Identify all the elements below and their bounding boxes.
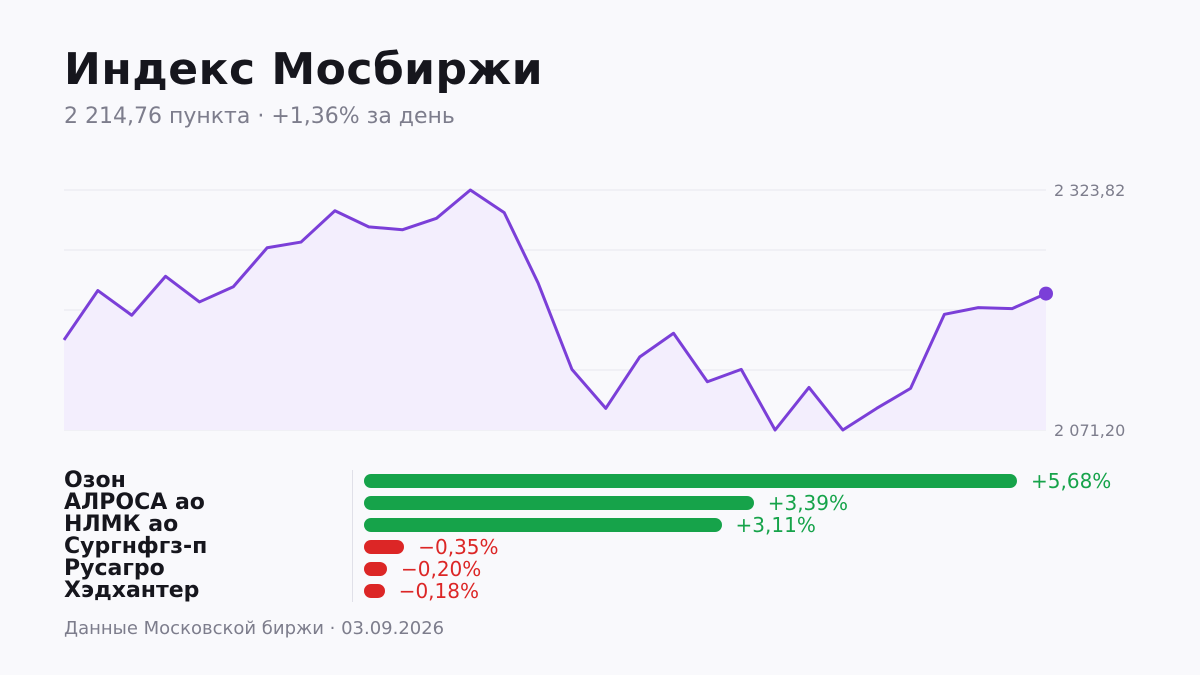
bar-value-label: −0,20%	[400, 557, 482, 581]
bar-value-label: −0,35%	[418, 535, 499, 559]
bar-chart-divider	[352, 470, 353, 602]
bar-category-label: НЛМК ао	[64, 512, 179, 537]
bar-row: НЛМК ао +3,11%	[64, 512, 1144, 537]
y-tick-label-min: 2 071,20	[1054, 421, 1125, 440]
bar-value-label: −0,18%	[398, 579, 479, 603]
bar-value-label: +3,39%	[767, 491, 849, 515]
source-footer: Данные Московской биржи · 03.09.2026	[64, 618, 445, 639]
bar-row: Хэдхантер −0,18%	[64, 578, 1144, 603]
bar-category-label: Озон	[64, 468, 126, 493]
bar	[364, 584, 385, 598]
chart-subtitle: 2 214,76 пункта · +1,36% за день	[64, 104, 455, 129]
bar-category-label: Хэдхантер	[64, 578, 200, 603]
index-area-fill	[64, 190, 1046, 430]
bar	[364, 540, 405, 554]
bar-row: Русагро −0,20%	[64, 556, 1144, 581]
bar-category-label: АЛРОСА ао	[64, 490, 205, 515]
bar	[364, 562, 387, 576]
chart-title: Индекс Мосбиржи	[64, 44, 544, 95]
bar	[364, 474, 1017, 488]
bar-row: Сургнфгз-п −0,35%	[64, 534, 1144, 559]
bar	[364, 496, 754, 510]
index-series-line	[62, 188, 1047, 432]
bar	[364, 518, 722, 532]
bar-row: Озон +5,68%	[64, 468, 1144, 493]
movers-bar-chart: Озон +5,68% АЛРОСА ао +3,39% НЛМК ао +3,11% Су…	[64, 470, 1144, 602]
last-value-marker	[1039, 286, 1053, 301]
bar-row: АЛРОСА ао +3,39%	[64, 490, 1144, 515]
bar-category-label: Сургнфгз-п	[64, 534, 208, 559]
bar-value-label: +3,11%	[735, 513, 816, 537]
index-line-chart: 2 323,82 2 071,20	[62, 181, 1125, 440]
bar-category-label: Русагро	[64, 556, 165, 581]
y-tick-label-max: 2 323,82	[1054, 181, 1125, 200]
bar-value-label: +5,68%	[1031, 469, 1112, 493]
